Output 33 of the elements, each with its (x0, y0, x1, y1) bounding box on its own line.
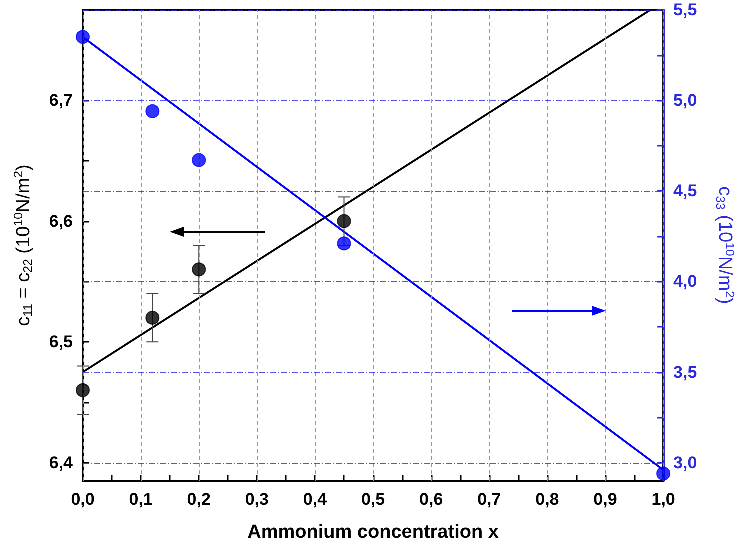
x-tick-label: 0,4 (303, 490, 328, 509)
x-axis-title: Ammonium concentration x (248, 522, 500, 543)
y-tick-label: 6,7 (49, 91, 73, 110)
x-tick-label: 0,5 (361, 490, 386, 509)
y-tick-label: 6,5 (49, 332, 73, 352)
y2-tick-label: 5,0 (674, 91, 698, 110)
x-tick-label: 0,9 (594, 490, 618, 509)
text: c11 = c22 (1010N/m2) (12, 164, 36, 326)
point (146, 104, 160, 118)
x-tick-label: 1,0 (652, 490, 676, 509)
x-tick-label: 0,7 (478, 490, 502, 509)
x-tick-label: 0,1 (129, 490, 153, 509)
x-tick-label: 0,3 (245, 490, 269, 509)
point (337, 214, 352, 228)
point (337, 236, 352, 251)
x-tick-label: 0,8 (536, 490, 560, 509)
y2-tick-label: 4,5 (674, 182, 698, 201)
point (76, 383, 90, 398)
x-tick-label: 0,0 (71, 490, 95, 509)
x-tick-label: 0,2 (187, 490, 211, 509)
y2-tick-label: 3,5 (674, 362, 698, 382)
point (656, 466, 671, 481)
point (146, 310, 160, 325)
y-tick-label: 6,4 (49, 453, 74, 472)
y2-tick-label: 5,5 (674, 0, 698, 20)
y-tick-label: 6,6 (49, 212, 73, 231)
y2-axis-title: c33 (1010N/m2) (714, 186, 737, 304)
y2-tick-label: 4,0 (674, 272, 698, 292)
y2-tick-label: 3,0 (674, 453, 698, 472)
point (76, 30, 90, 44)
point (192, 153, 206, 168)
point (192, 262, 206, 277)
x-tick-label: 0,6 (420, 490, 444, 509)
